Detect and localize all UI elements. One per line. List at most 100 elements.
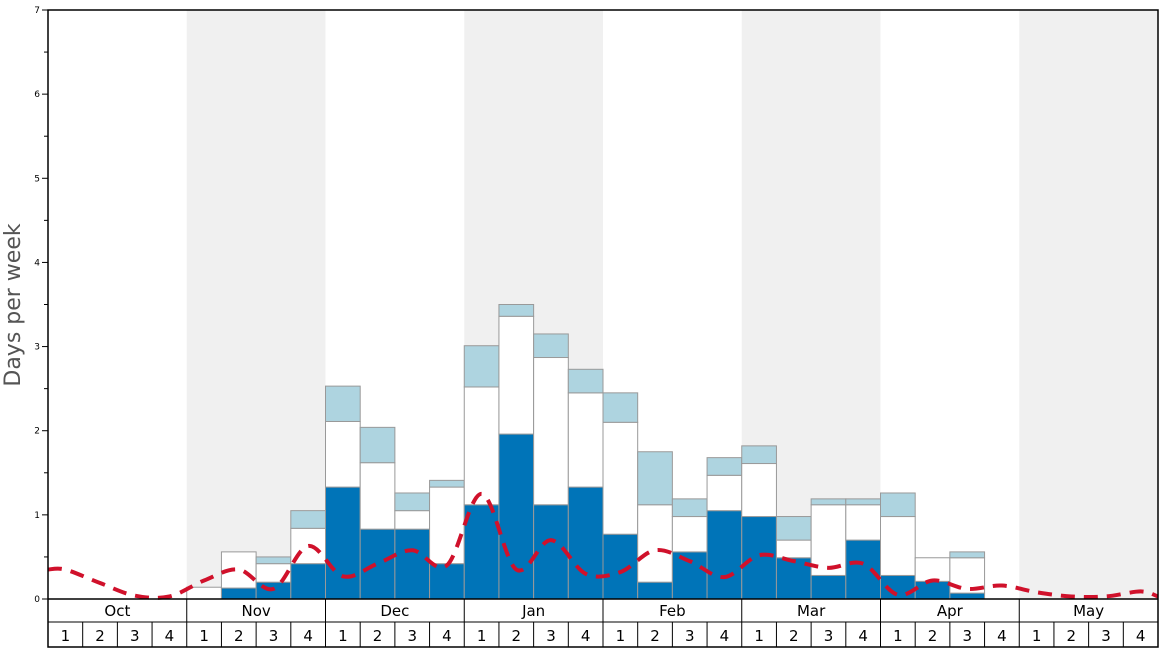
y-tick-label-6: 6 xyxy=(34,90,40,100)
trend-line-layer xyxy=(47,491,1159,600)
bar-segment-19-s0 xyxy=(706,510,743,600)
month-label-feb: Feb xyxy=(659,602,686,620)
bar-segment-22-s0 xyxy=(810,574,847,600)
bar-segment-23-s2 xyxy=(845,498,881,506)
month-shade-nov xyxy=(186,10,326,599)
month-label-oct: Oct xyxy=(104,602,130,620)
bar-segment-8-s1 xyxy=(325,420,361,488)
week-label-mar-1: 1 xyxy=(754,627,764,645)
bar-segment-9-s0 xyxy=(359,528,396,600)
week-label-dec-3: 3 xyxy=(407,627,417,645)
bar-segment-15-s1 xyxy=(567,392,604,488)
week-label-apr-2: 2 xyxy=(928,627,938,645)
bar-segment-11-s2 xyxy=(429,479,465,488)
week-label-jan-4: 4 xyxy=(581,627,591,645)
y-axis-label: Days per week xyxy=(1,223,26,386)
week-label-may-4: 4 xyxy=(1136,627,1146,645)
bar-segment-16-s2 xyxy=(602,392,639,423)
week-label-oct-3: 3 xyxy=(130,627,140,645)
month-label-apr: Apr xyxy=(937,602,964,620)
bar-segment-17-s1 xyxy=(637,504,673,583)
bar-segment-13-s2 xyxy=(498,304,535,317)
month-label-nov: Nov xyxy=(241,602,270,620)
bar-segment-22-s1 xyxy=(810,504,847,576)
bars-layer xyxy=(186,304,986,600)
bar-segment-17-s0 xyxy=(637,581,673,600)
week-label-may-2: 2 xyxy=(1067,627,1077,645)
bar-segment-9-s2 xyxy=(359,426,396,464)
week-label-may-1: 1 xyxy=(1032,627,1042,645)
month-label-mar: Mar xyxy=(797,602,826,620)
bar-segment-8-s2 xyxy=(325,385,361,422)
week-label-dec-4: 4 xyxy=(442,627,452,645)
month-label-jan: Jan xyxy=(521,602,545,620)
bar-segment-16-s0 xyxy=(602,533,639,600)
week-label-nov-1: 1 xyxy=(199,627,209,645)
week-label-feb-2: 2 xyxy=(650,627,660,645)
month-label-may: May xyxy=(1073,602,1104,620)
bar-segment-14-s0 xyxy=(533,504,569,600)
week-label-feb-3: 3 xyxy=(685,627,695,645)
bar-segment-17-s2 xyxy=(637,451,673,506)
y-tick-label-2: 2 xyxy=(34,427,40,437)
bar-segment-20-s0 xyxy=(741,516,777,600)
week-label-mar-4: 4 xyxy=(858,627,868,645)
bar-segment-19-s2 xyxy=(706,457,743,476)
bar-segment-20-s2 xyxy=(741,445,777,465)
bar-segment-24-s1 xyxy=(880,516,916,576)
bar-segment-13-s1 xyxy=(498,315,535,435)
bar-segment-10-s0 xyxy=(394,528,431,600)
bar-segment-24-s2 xyxy=(880,492,916,518)
week-label-dec-1: 1 xyxy=(338,627,348,645)
bar-segment-12-s0 xyxy=(463,504,500,600)
bar-segment-6-s2 xyxy=(255,556,292,565)
week-label-nov-2: 2 xyxy=(234,627,244,645)
week-label-apr-4: 4 xyxy=(997,627,1007,645)
y-tick-label-7: 7 xyxy=(34,6,40,16)
y-tick-label-5: 5 xyxy=(34,174,40,184)
week-label-jan-3: 3 xyxy=(546,627,556,645)
bar-segment-18-s2 xyxy=(671,498,708,518)
week-label-oct-2: 2 xyxy=(95,627,105,645)
trend-line xyxy=(47,491,1159,600)
bar-segment-9-s1 xyxy=(359,462,396,530)
week-label-apr-1: 1 xyxy=(893,627,903,645)
bar-segment-20-s1 xyxy=(741,463,777,518)
month-label-dec: Dec xyxy=(380,602,409,620)
week-label-jan-2: 2 xyxy=(512,627,522,645)
bar-segment-25-s1 xyxy=(914,557,951,582)
bar-segment-12-s2 xyxy=(463,345,500,388)
bar-segment-25-s0 xyxy=(914,580,951,600)
bar-segment-4-s1 xyxy=(186,586,222,600)
week-label-feb-4: 4 xyxy=(720,627,730,645)
week-label-nov-4: 4 xyxy=(303,627,313,645)
bar-segment-26-s2 xyxy=(949,551,986,559)
week-label-feb-1: 1 xyxy=(616,627,626,645)
bar-segment-7-s0 xyxy=(290,563,326,600)
week-label-may-3: 3 xyxy=(1101,627,1111,645)
week-label-nov-3: 3 xyxy=(269,627,279,645)
week-label-jan-1: 1 xyxy=(477,627,487,645)
week-label-mar-2: 2 xyxy=(789,627,799,645)
bar-segment-18-s1 xyxy=(671,516,708,553)
bar-segment-23-s0 xyxy=(845,539,881,600)
week-label-dec-2: 2 xyxy=(373,627,383,645)
bar-segment-19-s1 xyxy=(706,474,743,512)
y-tick-label-1: 1 xyxy=(34,511,40,521)
bar-segment-16-s1 xyxy=(602,421,639,535)
week-label-oct-4: 4 xyxy=(165,627,175,645)
bar-segment-26-s0 xyxy=(949,592,986,600)
bar-segment-13-s0 xyxy=(498,433,535,600)
x-axis: Oct 1 2 3 4 Nov 1 2 3 4 Dec 1 2 3 4 Jan 1 2 3 4 Feb 1 2 3 4 Mar 1 2… xyxy=(48,598,1158,647)
bar-segment-23-s1 xyxy=(845,504,881,541)
bar-segment-14-s2 xyxy=(533,333,569,359)
month-shade-may xyxy=(1019,10,1158,599)
bar-segment-15-s2 xyxy=(567,368,604,394)
bar-segment-10-s1 xyxy=(394,510,431,530)
bar-segment-11-s0 xyxy=(429,563,465,600)
bar-segment-15-s0 xyxy=(567,486,604,600)
bar-segment-22-s2 xyxy=(810,498,847,506)
bar-segment-12-s1 xyxy=(463,386,500,506)
bar-segment-18-s0 xyxy=(671,551,708,600)
